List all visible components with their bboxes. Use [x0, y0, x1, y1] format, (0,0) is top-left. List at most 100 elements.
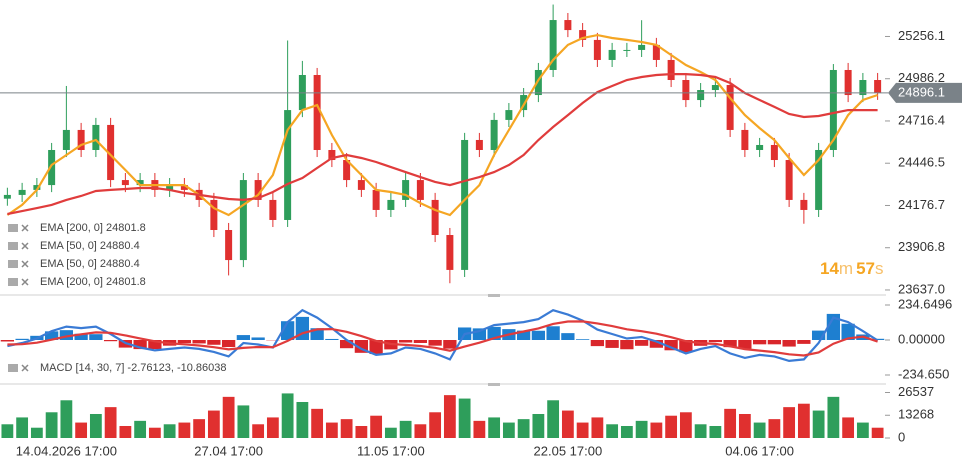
macd-histogram-bar [443, 340, 457, 349]
macd-histogram-bar [221, 340, 236, 348]
candle-body [446, 235, 454, 270]
candle-body [859, 80, 867, 96]
candle-body [697, 90, 705, 101]
volume-bar [635, 420, 648, 438]
candle-body [431, 199, 439, 236]
volume-bar [429, 412, 442, 438]
volume-bar [679, 412, 692, 438]
volume-bar [119, 425, 132, 438]
volume-bar [222, 396, 235, 438]
candle-body [107, 124, 115, 181]
volume-bar [207, 410, 220, 438]
macd-histogram-bar [310, 328, 324, 340]
macd-line [7, 308, 879, 363]
legend-label: EMA [50, 0] 24880.4 [40, 258, 140, 270]
volume-bar [473, 420, 486, 438]
candle-body [800, 199, 808, 210]
y-tick-label: 24986.2 [898, 70, 945, 85]
candle-body [77, 129, 85, 150]
macd-histogram-bar [649, 340, 664, 348]
resize-handle[interactable] [488, 294, 500, 297]
macd-histogram-bar [546, 326, 560, 340]
candle-body [343, 160, 351, 181]
macd-histogram-bar [325, 338, 339, 340]
volume-bar [30, 427, 43, 438]
volume-bar [355, 425, 368, 438]
candle-body [785, 160, 793, 200]
y-tick-label: 26537 [898, 384, 934, 399]
volume-bar [606, 424, 619, 438]
volume-bar [384, 427, 397, 438]
candle-body [549, 20, 557, 70]
volume-bar [665, 415, 678, 438]
candle-body [520, 95, 528, 111]
volume-bar [812, 410, 825, 438]
volume-bar [89, 413, 102, 438]
volume-bar [266, 417, 279, 438]
candle-body [210, 199, 218, 230]
macd-histogram-bar [664, 340, 678, 351]
candle-body [33, 185, 41, 190]
volume-bar [753, 422, 766, 438]
macd-histogram-bar [738, 340, 752, 349]
candle-body [3, 194, 11, 199]
candle-body [475, 139, 483, 150]
volume-bar [738, 413, 751, 438]
candle-body [62, 129, 70, 150]
y-tick-label: 23637.0 [898, 281, 945, 296]
candle-body [623, 49, 631, 51]
y-tick-label: -234.650 [898, 366, 949, 381]
volume-bar [797, 403, 810, 438]
volume-bar [311, 408, 324, 438]
y-tick-label: 13268 [898, 407, 934, 422]
volume-bar [370, 415, 383, 438]
x-tick-label: 22.05 17:00 [534, 443, 603, 458]
candle-body [829, 69, 837, 150]
candle-body [239, 180, 247, 261]
candle-body [166, 185, 174, 190]
volume-bar [768, 419, 781, 438]
macd-histogram-bar [826, 313, 841, 340]
candle-body [461, 139, 469, 270]
candle-body [269, 199, 277, 220]
volume-bar [325, 422, 338, 438]
candle-body [92, 124, 100, 150]
macd-histogram-bar [752, 340, 767, 345]
candle-body [667, 59, 675, 81]
candle-body [652, 44, 660, 60]
macd-histogram-bar [531, 330, 546, 340]
volume-bar [148, 427, 161, 438]
y-tick-label: 24716.4 [898, 112, 945, 127]
volume-bar [163, 424, 176, 438]
macd-histogram-bar [516, 330, 531, 340]
candle-body [593, 39, 601, 60]
candle-body [844, 69, 852, 96]
candle-body [534, 69, 542, 96]
volume-bar [340, 419, 353, 438]
y-tick-label: 234.6496 [898, 296, 952, 311]
candle-body [136, 180, 144, 186]
candle-body [416, 180, 424, 200]
countdown-part: 14 [820, 259, 839, 278]
legend-close [21, 224, 29, 232]
macd-histogram-bar [428, 340, 442, 346]
volume-bar [856, 422, 869, 438]
candle-body [387, 199, 395, 210]
volume-bar [193, 419, 206, 438]
candle-body [402, 180, 410, 200]
volume-bar [399, 420, 412, 438]
volume-bar [414, 424, 427, 438]
legend-label: EMA [50, 0] 24880.4 [40, 240, 140, 252]
macd-histogram-bar [398, 340, 413, 343]
volume-bar [620, 425, 633, 438]
candle-body [328, 149, 336, 161]
candle-body [608, 49, 616, 60]
macd-histogram-bar [192, 340, 206, 344]
resize-handle[interactable] [488, 383, 500, 386]
macd-histogram-bar [251, 337, 265, 340]
legend-close [21, 260, 29, 268]
y-tick-label: 0 [898, 429, 905, 444]
volume-bar [60, 400, 73, 438]
last-price-box [888, 82, 962, 103]
